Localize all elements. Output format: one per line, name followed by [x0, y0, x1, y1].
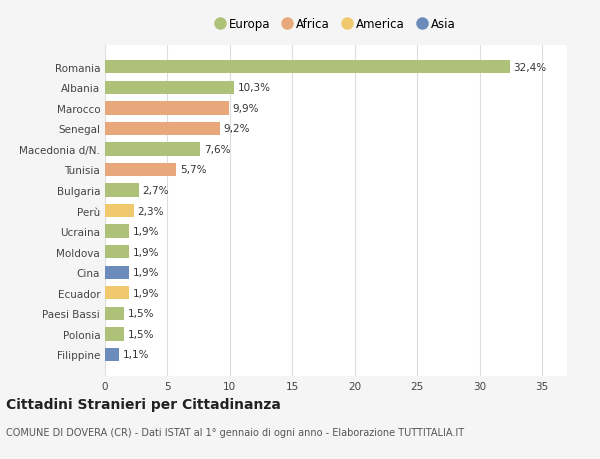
Bar: [105, 307, 124, 320]
Bar: [105, 328, 124, 341]
Bar: [105, 163, 176, 177]
Text: 32,4%: 32,4%: [514, 62, 547, 73]
Bar: [105, 143, 200, 156]
Text: 9,9%: 9,9%: [232, 104, 259, 113]
Bar: [105, 348, 119, 361]
Text: 1,5%: 1,5%: [127, 329, 154, 339]
Bar: [105, 123, 220, 136]
Text: 1,9%: 1,9%: [133, 288, 159, 298]
Text: 1,9%: 1,9%: [133, 268, 159, 278]
Text: 1,5%: 1,5%: [127, 309, 154, 319]
Bar: [105, 102, 229, 115]
Text: 9,2%: 9,2%: [224, 124, 250, 134]
Text: 1,1%: 1,1%: [122, 350, 149, 360]
Text: COMUNE DI DOVERA (CR) - Dati ISTAT al 1° gennaio di ogni anno - Elaborazione TUT: COMUNE DI DOVERA (CR) - Dati ISTAT al 1°…: [6, 427, 464, 437]
Text: 1,9%: 1,9%: [133, 247, 159, 257]
Bar: [105, 61, 509, 74]
Bar: [105, 286, 129, 300]
Text: 7,6%: 7,6%: [203, 145, 230, 155]
Bar: [105, 184, 139, 197]
Bar: [105, 266, 129, 280]
Bar: [105, 225, 129, 238]
Text: 1,9%: 1,9%: [133, 227, 159, 237]
Text: Cittadini Stranieri per Cittadinanza: Cittadini Stranieri per Cittadinanza: [6, 397, 281, 411]
Text: 10,3%: 10,3%: [238, 83, 271, 93]
Bar: [105, 204, 134, 218]
Bar: [105, 246, 129, 259]
Bar: [105, 81, 233, 95]
Legend: Europa, Africa, America, Asia: Europa, Africa, America, Asia: [214, 16, 458, 34]
Text: 2,7%: 2,7%: [142, 185, 169, 196]
Text: 2,3%: 2,3%: [137, 206, 164, 216]
Text: 5,7%: 5,7%: [180, 165, 206, 175]
